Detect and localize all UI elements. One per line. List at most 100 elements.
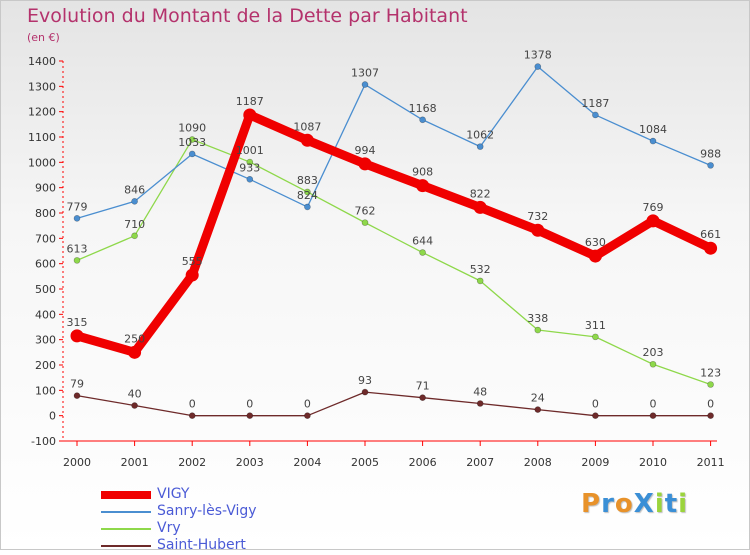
data-point (73, 257, 81, 264)
data-point (73, 392, 81, 399)
data-label: 710 (124, 218, 145, 231)
data-point (534, 326, 542, 334)
data-label: 1307 (351, 67, 379, 80)
data-point (358, 157, 372, 171)
data-label: 661 (700, 228, 721, 241)
data-point (243, 108, 257, 122)
legend-label: Vry (157, 520, 181, 536)
proxiti-logo: ProXiti (581, 489, 691, 529)
y-tick-label: 100 (35, 384, 56, 397)
data-point (188, 150, 196, 158)
data-label: 846 (124, 183, 145, 196)
data-point (476, 143, 484, 150)
legend-item: VIGY (101, 486, 361, 504)
data-point (246, 412, 254, 419)
data-point (649, 412, 657, 419)
data-point (476, 400, 484, 407)
data-label: 769 (643, 201, 664, 214)
y-tick-label: 1200 (28, 106, 56, 119)
data-label: 338 (527, 312, 548, 325)
data-label: 71 (416, 380, 430, 393)
data-label: 0 (189, 398, 196, 411)
data-label: 203 (643, 346, 664, 359)
data-label: 988 (700, 147, 721, 160)
data-label: 1090 (178, 122, 206, 135)
data-point (707, 412, 714, 419)
data-label: 250 (124, 332, 145, 345)
data-label: 613 (67, 242, 88, 255)
legend-label: VIGY (157, 486, 190, 502)
legend-label: Sanry-lès-Vigy (157, 503, 257, 519)
data-point (473, 200, 487, 214)
legend-swatch (101, 528, 151, 530)
data-point (131, 198, 138, 205)
data-point (534, 63, 542, 70)
data-point (592, 111, 599, 119)
data-label: 79 (70, 378, 84, 391)
x-tick-label: 2000 (63, 456, 91, 469)
data-label: 0 (592, 398, 599, 411)
chart-title: Evolution du Montant de la Dette par Hab… (27, 5, 468, 27)
logo-letter: i (654, 489, 665, 519)
data-point (704, 241, 718, 255)
legend-item: Sanry-lès-Vigy (101, 503, 361, 521)
data-point (73, 215, 81, 222)
data-label: 123 (700, 367, 721, 380)
x-tick-label: 2011 (697, 456, 725, 469)
data-label: 1033 (178, 136, 206, 149)
data-point (649, 137, 657, 145)
data-point (188, 136, 196, 143)
data-label: 1062 (466, 129, 494, 142)
y-tick-label: 1300 (28, 80, 56, 93)
data-point (646, 214, 660, 228)
logo-letter: t (664, 489, 679, 519)
data-point (361, 219, 369, 226)
logo-letter: o (614, 489, 634, 519)
data-label: 630 (585, 236, 606, 249)
data-label: 644 (412, 235, 433, 248)
series-layer (70, 63, 718, 419)
y-tick-label: 1000 (28, 156, 56, 169)
data-label: 1084 (639, 123, 667, 136)
data-point (361, 388, 369, 396)
data-label: 40 (128, 388, 142, 401)
chart-unit-label: (en €) (27, 31, 60, 44)
y-tick-label: 0 (49, 410, 56, 423)
data-point (300, 133, 314, 147)
logo-letter: P (581, 489, 602, 519)
y-tick-label: 200 (35, 359, 56, 372)
data-label: 762 (355, 205, 376, 218)
data-point (707, 381, 714, 388)
data-label: 555 (182, 255, 203, 268)
series-line-3 (76, 138, 712, 386)
data-label: 532 (470, 263, 491, 276)
data-label: 48 (473, 386, 487, 399)
data-point (70, 329, 84, 343)
y-tick-label: 300 (35, 334, 56, 347)
y-tick-label: 600 (35, 258, 56, 271)
data-point (304, 412, 311, 419)
data-label: 1001 (236, 144, 264, 157)
data-label: 24 (531, 392, 545, 405)
x-tick-label: 2008 (524, 456, 552, 469)
y-tick-label: 1100 (28, 131, 56, 144)
data-label: 0 (304, 398, 311, 411)
data-point (476, 277, 484, 285)
chart-axes: -100010020030040050060070080090010001100… (28, 55, 725, 469)
y-tick-label: 500 (35, 283, 56, 296)
y-tick-label: 900 (35, 182, 56, 195)
x-tick-label: 2005 (351, 456, 379, 469)
data-point (707, 162, 714, 169)
data-point (185, 268, 199, 282)
x-tick-label: 2003 (236, 456, 264, 469)
data-point (246, 176, 254, 183)
data-label: 0 (650, 398, 657, 411)
data-point (246, 158, 254, 166)
data-point (592, 333, 599, 341)
data-point (649, 360, 657, 368)
y-tick-label: -100 (31, 435, 56, 448)
data-label: 311 (585, 319, 606, 332)
data-label: 1187 (236, 95, 264, 108)
x-tick-label: 2007 (466, 456, 494, 469)
